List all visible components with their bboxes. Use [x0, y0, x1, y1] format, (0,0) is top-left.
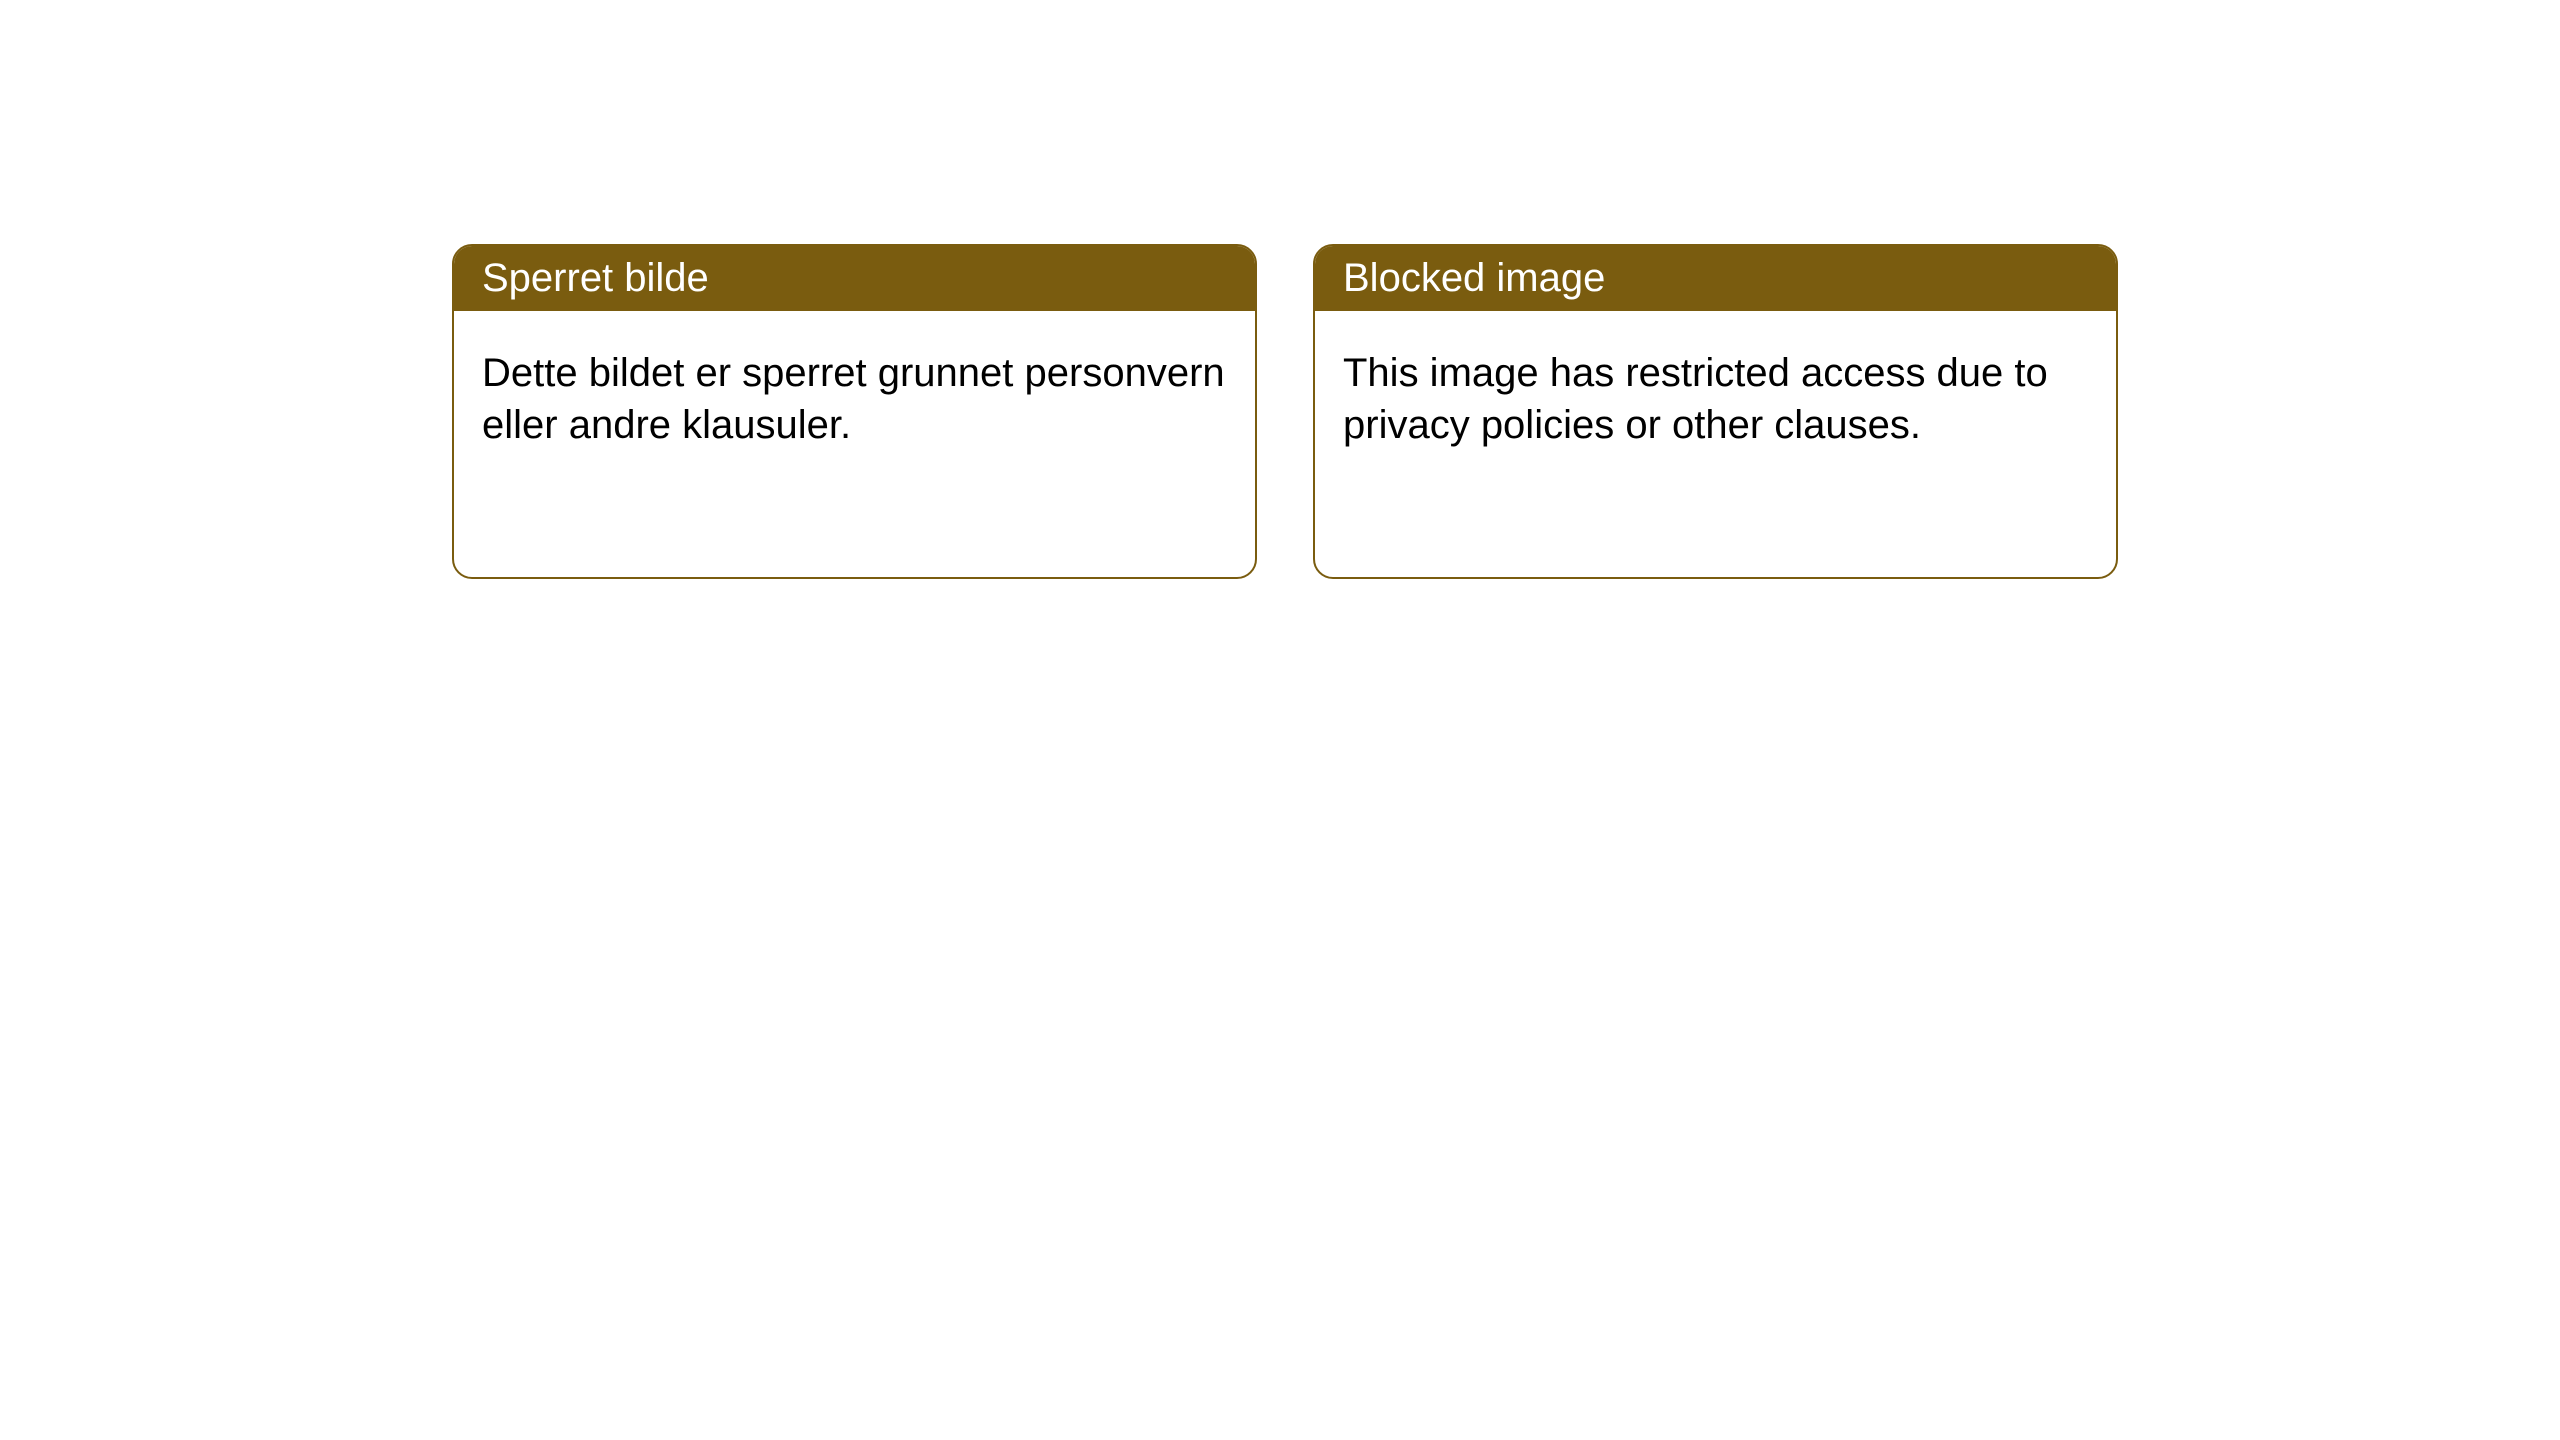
notice-card-english: Blocked image This image has restricted … [1313, 244, 2118, 579]
card-body-text: This image has restricted access due to … [1343, 351, 2048, 447]
card-header: Sperret bilde [454, 246, 1255, 311]
card-body: Dette bildet er sperret grunnet personve… [454, 311, 1255, 487]
card-body-text: Dette bildet er sperret grunnet personve… [482, 351, 1225, 447]
card-header: Blocked image [1315, 246, 2116, 311]
notice-card-norwegian: Sperret bilde Dette bildet er sperret gr… [452, 244, 1257, 579]
notice-cards-container: Sperret bilde Dette bildet er sperret gr… [0, 0, 2560, 579]
card-title: Blocked image [1343, 256, 1605, 300]
card-body: This image has restricted access due to … [1315, 311, 2116, 487]
card-title: Sperret bilde [482, 256, 709, 300]
